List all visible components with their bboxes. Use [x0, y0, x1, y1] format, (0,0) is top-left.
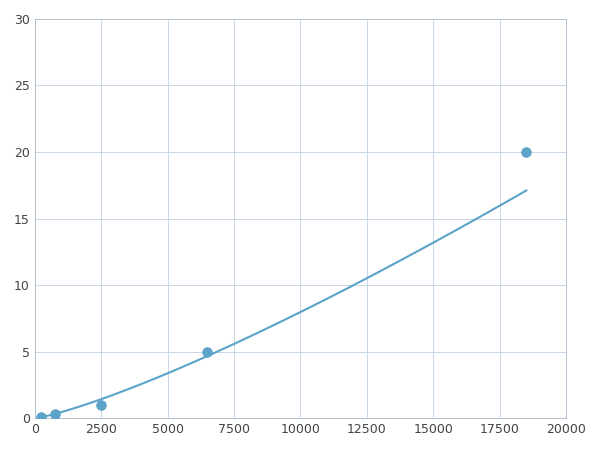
Point	[203, 348, 212, 356]
Point	[37, 413, 46, 420]
Point	[96, 401, 106, 409]
Point	[521, 148, 531, 156]
Point	[50, 411, 59, 418]
